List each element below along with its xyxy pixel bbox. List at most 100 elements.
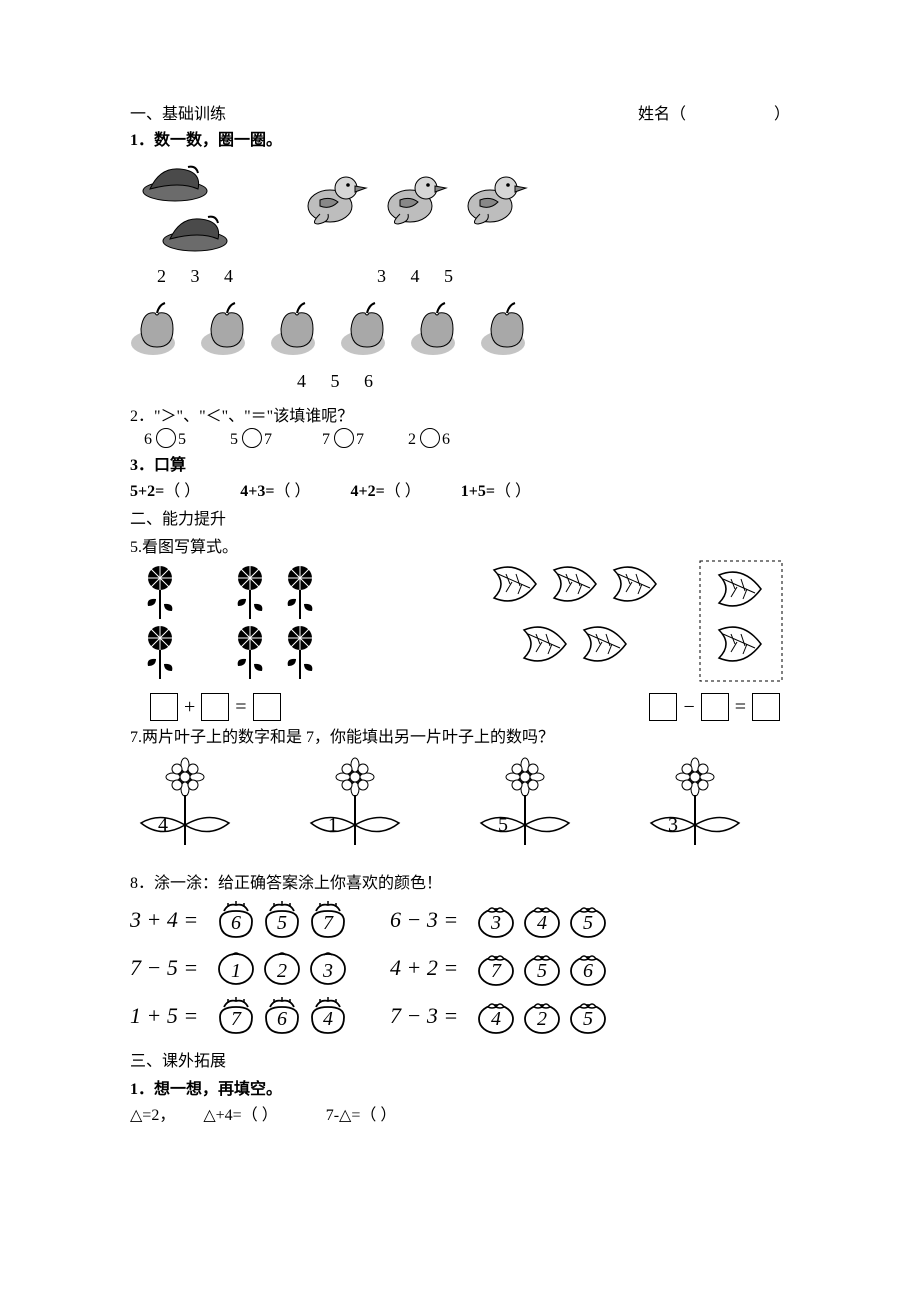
apples-group: 4 5 6	[130, 291, 790, 392]
equation-text: 7 − 3 =	[390, 1003, 470, 1029]
flower-pair-icon: 4	[130, 755, 240, 855]
q1-title: 1．数一数，圈一圈。	[130, 126, 790, 150]
leaf-number: 1	[328, 814, 338, 836]
q5-eq-right: − =	[490, 693, 780, 721]
circle-blank[interactable]	[420, 428, 440, 448]
q1-row1: 2 3 4 3 4 5	[130, 156, 790, 287]
svg-text:3: 3	[490, 912, 501, 934]
q5-figures: + =	[130, 559, 790, 721]
equation-text: 6 − 3 =	[390, 907, 470, 933]
svg-text:4: 4	[537, 912, 547, 934]
svg-text:2: 2	[537, 1008, 547, 1030]
flower-pair-icon: 1	[300, 755, 410, 855]
calc-2: 4+3=（ ）	[240, 477, 310, 501]
tomato-choice-icon[interactable]: 5	[520, 947, 564, 989]
svg-text:6: 6	[231, 912, 241, 934]
plain-choice-icon[interactable]: 1	[214, 947, 258, 989]
q8-container: 3 + 4 = 6 5 7 6 − 3 = 3 4 5 7 − 5 = 1 2 3 4 + 2 = 7 5 6…	[130, 899, 790, 1037]
leaf-group-icon	[490, 559, 790, 689]
q8-row: 1 + 5 =76 4 7 − 3 = 4 25	[130, 995, 790, 1037]
svg-text:2: 2	[277, 960, 287, 982]
section-2-title: 二、能力提升	[130, 505, 790, 529]
q3-title: 3．口算	[130, 451, 790, 475]
equation-text: 7 − 5 =	[130, 955, 210, 981]
svg-text:6: 6	[277, 1008, 287, 1030]
circle-blank[interactable]	[334, 428, 354, 448]
chrysanthemum-icon	[130, 559, 390, 689]
apple-icon	[130, 291, 550, 371]
svg-text:1: 1	[231, 960, 241, 982]
tomato-choice-icon[interactable]: 4	[474, 995, 518, 1037]
svg-text:5: 5	[277, 912, 287, 934]
tomato-choice-icon[interactable]: 5	[566, 899, 610, 941]
acorn-choice-icon[interactable]: 6	[214, 899, 258, 941]
q7-flowers: 4 1 5 3	[130, 755, 790, 855]
acorn-choice-icon[interactable]: 5	[260, 899, 304, 941]
plain-choice-icon[interactable]: 2	[260, 947, 304, 989]
q2-items: 65 57 77 26	[144, 428, 790, 449]
q1-nums-a: 2 3 4	[130, 266, 270, 287]
qext-title: 1．想一想，再填空。	[130, 1075, 790, 1099]
answer-box[interactable]	[752, 693, 780, 721]
equation-text: 4 + 2 =	[390, 955, 470, 981]
q8-title: 8．涂一涂：给正确答案涂上你喜欢的颜色！	[130, 869, 790, 893]
calc-3: 4+2=（ ）	[351, 477, 421, 501]
circle-blank[interactable]	[242, 428, 262, 448]
acorn-choice-icon[interactable]: 6	[260, 995, 304, 1037]
name-field: 姓名（ ）	[638, 100, 790, 124]
answer-box[interactable]	[701, 693, 729, 721]
tomato-choice-icon[interactable]: 6	[566, 947, 610, 989]
cmp-3: 77	[322, 431, 366, 448]
q3-row: 5+2=（ ） 4+3=（ ） 4+2=（ ） 1+5=（ ）	[130, 477, 790, 501]
acorn-choice-icon[interactable]: 7	[214, 995, 258, 1037]
duck-icon	[300, 156, 540, 266]
hat-icon	[130, 156, 270, 266]
q1-nums-b: 3 4 5	[300, 266, 540, 287]
tomato-choice-icon[interactable]: 5	[566, 995, 610, 1037]
leaf-number: 4	[158, 814, 168, 836]
section-1-title: 一、基础训练	[130, 100, 226, 124]
q5-title: 5.看图写算式。	[130, 533, 790, 557]
cmp-1: 65	[144, 431, 188, 448]
tomato-choice-icon[interactable]: 3	[474, 899, 518, 941]
plain-choice-icon[interactable]: 3	[306, 947, 350, 989]
q8-row: 7 − 5 = 1 2 3 4 + 2 = 7 5 6	[130, 947, 790, 989]
header-row: 一、基础训练 姓名（ ）	[130, 100, 790, 124]
answer-box[interactable]	[150, 693, 178, 721]
svg-text:5: 5	[583, 912, 593, 934]
calc-1: 5+2=（ ）	[130, 477, 200, 501]
cmp-2: 57	[230, 431, 274, 448]
tomato-choice-icon[interactable]: 2	[520, 995, 564, 1037]
acorn-choice-icon[interactable]: 4	[306, 995, 350, 1037]
leaf-number: 3	[668, 814, 678, 836]
flower-pair-icon: 5	[470, 755, 580, 855]
q1-nums-c: 4 5 6	[130, 371, 550, 392]
leaf-number: 5	[498, 814, 508, 836]
answer-box[interactable]	[201, 693, 229, 721]
svg-text:5: 5	[537, 960, 547, 982]
svg-text:4: 4	[491, 1008, 501, 1030]
section-3-title: 三、课外拓展	[130, 1047, 790, 1071]
flowers-left: + =	[130, 559, 390, 721]
flower-pair-icon: 3	[640, 755, 750, 855]
svg-text:7: 7	[323, 912, 334, 934]
qext-line: △=2， △+4=（ ） 7-△=（ ）	[130, 1101, 790, 1125]
acorn-choice-icon[interactable]: 7	[306, 899, 350, 941]
q7-title: 7.两片叶子上的数字和是 7，你能填出另一片叶子上的数吗？	[130, 723, 790, 747]
answer-box[interactable]	[253, 693, 281, 721]
svg-text:4: 4	[323, 1008, 333, 1030]
q5-eq-left: + =	[150, 693, 390, 721]
svg-text:7: 7	[491, 960, 502, 982]
equation-text: 3 + 4 =	[130, 907, 210, 933]
circle-blank[interactable]	[156, 428, 176, 448]
answer-box[interactable]	[649, 693, 677, 721]
equation-text: 1 + 5 =	[130, 1003, 210, 1029]
svg-text:6: 6	[583, 960, 593, 982]
tomato-choice-icon[interactable]: 4	[520, 899, 564, 941]
leaves-right: − =	[490, 559, 790, 721]
svg-text:3: 3	[322, 960, 333, 982]
ducks-group: 3 4 5	[300, 156, 540, 287]
cmp-4: 26	[408, 431, 452, 448]
tomato-choice-icon[interactable]: 7	[474, 947, 518, 989]
q2-title: 2．"＞"、"＜"、"＝"该填谁呢？	[130, 402, 790, 426]
